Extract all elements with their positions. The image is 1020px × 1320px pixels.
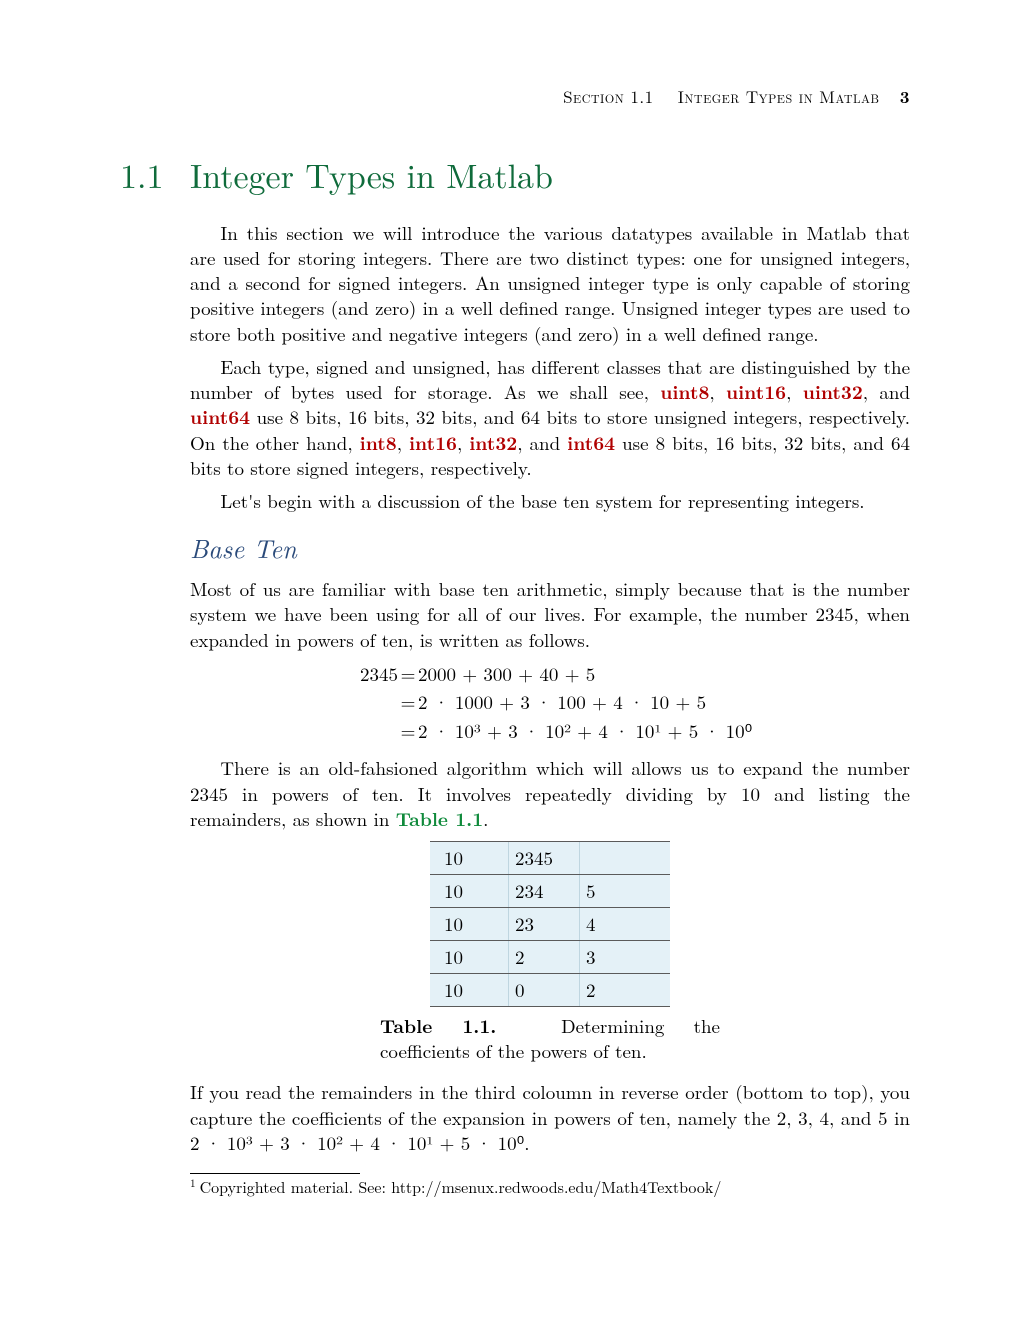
table-cell: 234	[509, 875, 580, 908]
table-row: 102345	[430, 842, 670, 875]
footnote: 1Copyrighted material. See: http://msenu…	[190, 1177, 910, 1198]
table-row: 1023	[430, 941, 670, 974]
table-cell: 2	[580, 974, 671, 1007]
keyword-uint8: uint8	[660, 377, 709, 405]
keyword-int16: int16	[409, 428, 457, 456]
paragraph-3: Let's begin with a discussion of the bas…	[190, 488, 910, 513]
footnote-mark: 1	[190, 1175, 196, 1191]
table-cell: 10	[430, 842, 509, 875]
table-cell	[580, 842, 671, 875]
table-cell: 23	[509, 908, 580, 941]
table-cell: 10	[430, 974, 509, 1007]
table-cell: 10	[430, 908, 509, 941]
table-cell: 4	[580, 908, 671, 941]
keyword-uint32: uint32	[803, 377, 863, 405]
table-cell: 3	[580, 941, 671, 974]
paragraph-2: Each type, signed and unsigned, has diff…	[190, 354, 910, 480]
p2-text-b: , and	[863, 378, 910, 405]
equation-row-1: 2345=2000 + 300 + 40 + 5	[340, 660, 760, 689]
p5-text-b: .	[483, 805, 488, 832]
paragraph-5: There is an old-fahsioned algorithm whic…	[190, 755, 910, 831]
table-cell: 10	[430, 875, 509, 908]
keyword-int64: int64	[567, 428, 615, 456]
caption-label: Table 1.1.	[380, 1011, 496, 1039]
table-row: 102345	[430, 875, 670, 908]
page-number: 3	[900, 85, 910, 109]
table-reference-link[interactable]: Table 1.1	[396, 804, 483, 832]
header-title: Integer Types in Matlab	[678, 84, 880, 108]
paragraph-6: If you read the remainders in the third …	[190, 1079, 910, 1155]
equation-rhs-3: 2 · 10³ + 3 · 10² + 4 · 10¹ + 5 · 10⁰	[418, 717, 752, 744]
subheading-base-ten: Base Ten	[190, 531, 910, 566]
table-cell: 10	[430, 941, 509, 974]
table-cell: 2	[509, 941, 580, 974]
p2-text-d: , and	[517, 429, 567, 456]
table-cell: 5	[580, 875, 671, 908]
paragraph-4: Most of us are familiar with base ten ar…	[190, 576, 910, 652]
table-cell: 0	[509, 974, 580, 1007]
section-heading: 1.1Integer Types in Matlab	[120, 153, 910, 196]
running-header: Section 1.1 Integer Types in Matlab 3	[120, 84, 910, 109]
equation-row-3: =2 · 10³ + 3 · 10² + 4 · 10¹ + 5 · 10⁰	[340, 717, 760, 746]
table-cell: 2345	[509, 842, 580, 875]
algorithm-table: 102345 102345 10234 1023 1002	[430, 841, 670, 1007]
p5-text-a: There is an old-fahsioned algorithm whic…	[190, 754, 910, 832]
equation-rhs-1: 2000 + 300 + 40 + 5	[418, 660, 595, 687]
equation-row-2: =2 · 1000 + 3 · 100 + 4 · 10 + 5	[340, 688, 760, 717]
footnote-text: Copyrighted material. See: http://msenux…	[200, 1175, 722, 1198]
table-caption: Table 1.1. Determining the coefficients …	[380, 1013, 720, 1063]
keyword-uint64: uint64	[190, 402, 250, 430]
section-number: 1.1	[120, 153, 190, 196]
equation-block: 2345=2000 + 300 + 40 + 5 =2 · 1000 + 3 ·…	[340, 660, 760, 746]
keyword-int8: int8	[360, 428, 397, 456]
section-title-text: Integer Types in Matlab	[190, 150, 553, 198]
equation-rhs-2: 2 · 1000 + 3 · 100 + 4 · 10 + 5	[418, 688, 706, 715]
page: Section 1.1 Integer Types in Matlab 3 1.…	[0, 0, 1020, 1320]
paragraph-1: In this section we will introduce the va…	[190, 220, 910, 346]
table-row: 10234	[430, 908, 670, 941]
table-row: 1002	[430, 974, 670, 1007]
keyword-int32: int32	[469, 428, 517, 456]
keyword-uint16: uint16	[726, 377, 786, 405]
header-section-label: Section 1.1	[563, 84, 654, 108]
equation-lhs: 2345	[340, 660, 398, 689]
body-text: In this section we will introduce the va…	[190, 220, 910, 1199]
